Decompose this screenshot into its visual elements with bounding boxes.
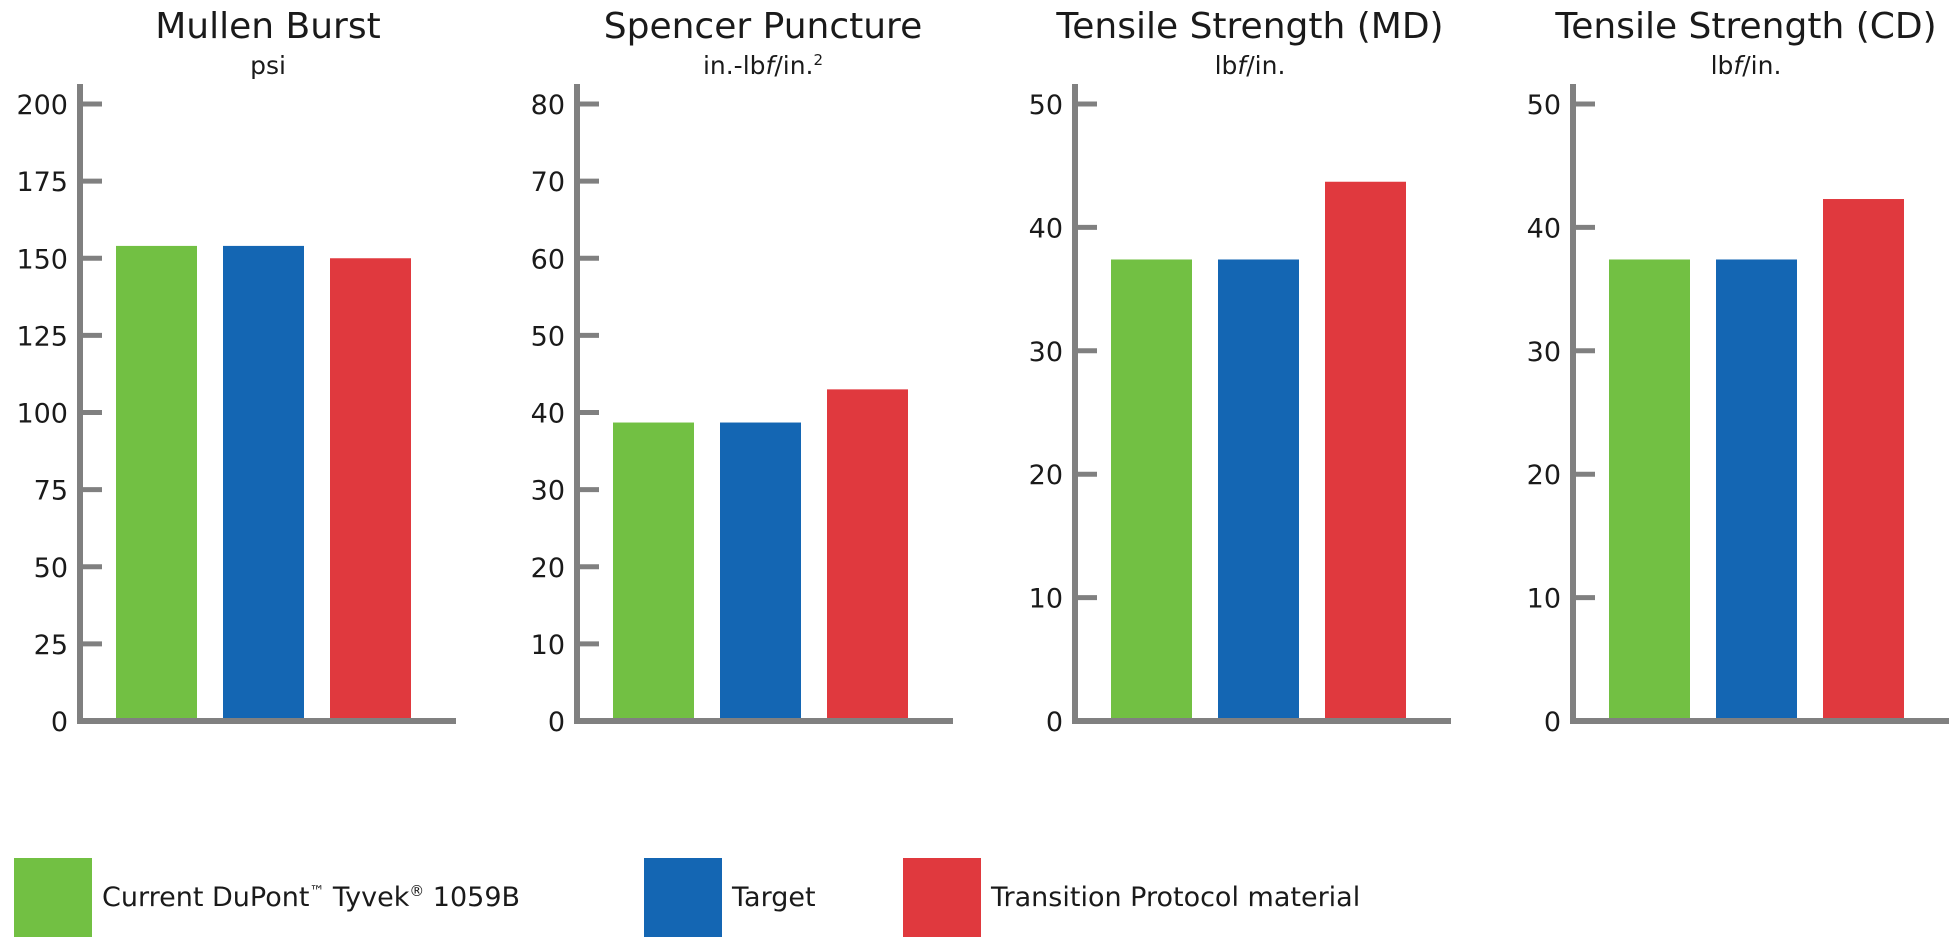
y-tick-label: 175 [16,167,68,198]
bar-2 [1218,259,1299,721]
chart-unit: in.-lbf/in.2 [703,51,823,80]
y-tick-label: 200 [16,90,68,121]
bar-2 [720,422,801,721]
y-tick-label: 20 [1029,460,1063,491]
y-tick-label: 20 [531,553,565,584]
y-tick-label: 0 [548,707,565,738]
legend-swatch-blue [644,858,722,937]
bar-3 [1325,181,1406,721]
legend-label-current-tyvek: Current DuPont™ Tyvek® 1059B [102,882,521,913]
chart-title: Mullen Burst [155,6,380,47]
bar-3 [827,389,908,721]
y-tick-label: 70 [531,167,565,198]
y-tick-label: 50 [531,321,565,352]
bar-1 [1609,259,1690,721]
chart-title: Tensile Strength (CD) [1554,6,1936,47]
legend-item-target: Target [644,858,816,937]
legend-swatch-red [903,858,981,937]
y-tick-label: 50 [1527,90,1561,121]
chart-unit: lbf/in. [1711,51,1782,80]
bar-1 [613,422,694,721]
bar-3 [1823,199,1904,721]
y-tick-label: 0 [1544,707,1561,738]
legend-item-current-tyvek: Current DuPont™ Tyvek® 1059B [14,858,520,937]
y-tick-label: 0 [1046,707,1063,738]
y-tick-label: 60 [531,244,565,275]
y-tick-label: 10 [531,630,565,661]
legend-label-target: Target [732,882,816,913]
legend-item-transition-protocol: Transition Protocol material [903,858,1360,937]
chart-title: Tensile Strength (MD) [1055,6,1443,47]
y-tick-label: 20 [1527,460,1561,491]
y-tick-label: 30 [531,476,565,507]
y-tick-label: 75 [34,476,68,507]
legend-swatch-green [14,858,92,937]
y-tick-label: 40 [1029,213,1063,244]
y-tick-label: 150 [16,244,68,275]
y-tick-label: 0 [51,707,68,738]
bar-1 [116,245,197,721]
y-tick-label: 50 [1029,90,1063,121]
bar-2 [1716,259,1797,721]
y-tick-label: 30 [1527,337,1561,368]
bar-1 [1111,259,1192,721]
legend-label-transition-protocol: Transition Protocol material [991,882,1361,913]
y-tick-label: 30 [1029,337,1063,368]
chart-title: Spencer Puncture [604,6,922,47]
chart-unit: psi [250,51,286,80]
bar-3 [330,258,411,721]
bar-2 [223,245,304,721]
y-tick-label: 40 [1527,213,1561,244]
y-tick-label: 10 [1527,584,1561,615]
legend: Current DuPont™ Tyvek® 1059B Target Tran… [0,858,1957,937]
y-tick-label: 80 [531,90,565,121]
y-tick-label: 100 [16,399,68,430]
y-tick-label: 40 [531,399,565,430]
y-tick-label: 125 [16,321,68,352]
y-tick-label: 10 [1029,584,1063,615]
chart-unit: lbf/in. [1215,51,1286,80]
y-tick-label: 50 [34,553,68,584]
y-tick-label: 25 [34,630,68,661]
bar-chart-panels: Mullen Burstpsi0255075100125150175200Spe… [16,6,1949,738]
